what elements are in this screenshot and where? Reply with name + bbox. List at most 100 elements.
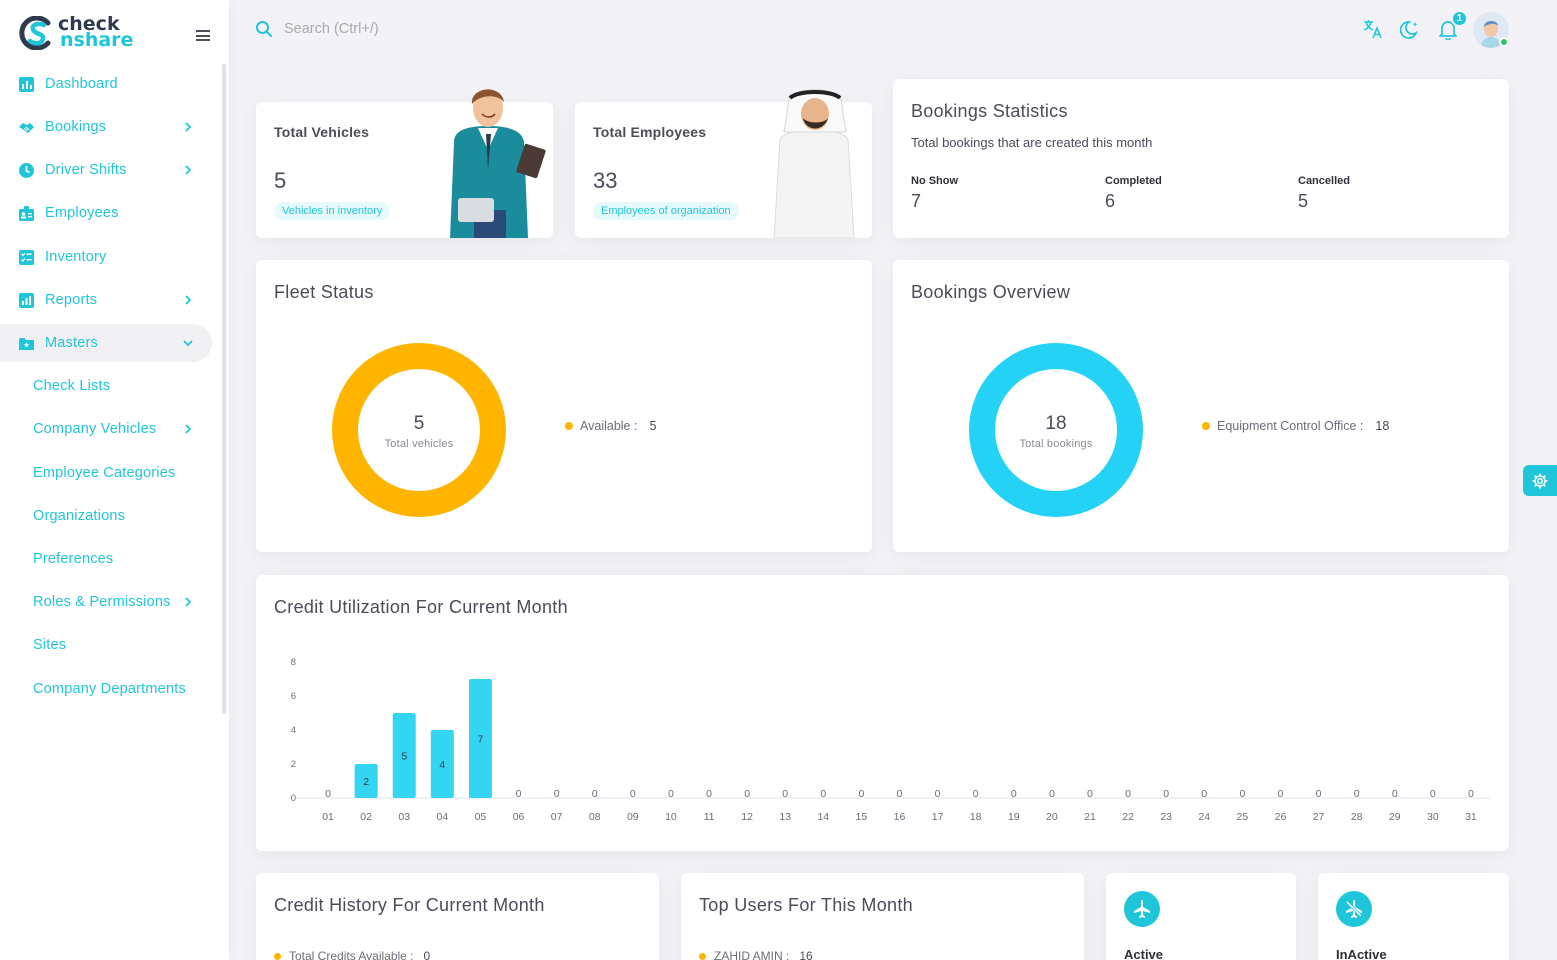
x-tick-label: 11 <box>704 811 715 823</box>
bar-data-label: 0 <box>592 788 598 800</box>
sidebar-subitem-company-vehicles[interactable]: Company Vehicles <box>33 414 213 444</box>
sidebar-scrollbar[interactable] <box>222 64 226 714</box>
donut-total-label: Total bookings <box>1019 438 1093 450</box>
bar-data-label: 0 <box>1430 788 1436 800</box>
y-tick-label: 6 <box>291 691 296 702</box>
search-input[interactable] <box>284 17 584 41</box>
x-tick-label: 28 <box>1351 811 1363 823</box>
donut-total-label: Total vehicles <box>384 438 454 450</box>
bar-data-label: 0 <box>325 788 331 800</box>
donut-slice-available[interactable] <box>332 343 506 517</box>
legend-item-available[interactable]: Available : 5 <box>565 419 656 433</box>
sidebar-subitem-label: Company Departments <box>33 681 186 697</box>
moon-stars-icon[interactable] <box>1400 18 1422 40</box>
folder-star-icon <box>19 337 34 350</box>
status-label: InActive <box>1336 947 1387 960</box>
search-icon[interactable] <box>255 20 273 38</box>
checklist-icon <box>19 249 34 265</box>
sidebar: check nshare Dashboard Bookings Driver S… <box>0 0 229 960</box>
sidebar-item-label: Reports <box>45 292 98 308</box>
online-status-dot <box>1499 37 1509 47</box>
chevron-right-icon <box>185 424 192 434</box>
active-status-card: Active <box>1106 873 1296 960</box>
card-title: Bookings Statistics <box>911 101 1068 121</box>
sidebar-item-driver-shifts[interactable]: Driver Shifts <box>0 151 212 189</box>
legend-item-total-credits[interactable]: Total Credits Available : 0 <box>274 949 430 960</box>
x-tick-label: 16 <box>894 811 906 823</box>
brand-name: check nshare <box>58 13 133 50</box>
stat-completed: Completed 6 <box>1105 175 1162 212</box>
sidebar-item-masters[interactable]: Masters <box>0 324 212 362</box>
sidebar-item-label: Bookings <box>45 119 107 135</box>
translate-icon[interactable] <box>1362 18 1384 40</box>
sidebar-item-employees[interactable]: Employees <box>0 194 212 232</box>
sidebar-subitem-roles-permissions[interactable]: Roles & Permissions <box>33 587 213 617</box>
bar-data-label: 0 <box>1239 788 1245 800</box>
credit-utilization-bar-chart: 0246801002203504405706007008009010011012… <box>291 657 1490 823</box>
x-tick-label: 10 <box>665 811 677 823</box>
brand-line1: check <box>58 13 120 35</box>
sidebar-subitem-employee-categories[interactable]: Employee Categories <box>33 458 213 488</box>
legend-label: Available : <box>580 419 638 433</box>
x-tick-label: 24 <box>1198 811 1210 823</box>
bar-data-label: 4 <box>439 759 445 771</box>
donut-total-value: 18 <box>1045 413 1067 434</box>
stat-no-show: No Show 7 <box>911 175 958 212</box>
bar-data-label: 0 <box>1468 788 1474 800</box>
fleet-status-card: Fleet Status 5 Total vehicles Available … <box>256 260 872 552</box>
businessman-illustration-icon <box>450 89 546 238</box>
sidebar-item-dashboard[interactable]: Dashboard <box>0 65 212 103</box>
x-tick-label: 14 <box>817 811 829 823</box>
sidebar-subitem-company-departments[interactable]: Company Departments <box>33 674 213 704</box>
sidebar-subitem-label: Company Vehicles <box>33 421 157 437</box>
bookings-overview-card: Bookings Overview 18 Total bookings Equi… <box>893 260 1509 552</box>
x-tick-label: 13 <box>779 811 791 823</box>
sidebar-item-bookings[interactable]: Bookings <box>0 108 212 146</box>
bar-data-label: 0 <box>820 788 826 800</box>
x-tick-label: 12 <box>741 811 753 823</box>
customizer-settings-button[interactable] <box>1523 465 1557 496</box>
legend-item-top-user[interactable]: ZAHID AMIN : 16 <box>699 949 813 960</box>
stat-label: Completed <box>1105 175 1162 187</box>
donut-slice-equipment-control-office[interactable] <box>969 343 1143 517</box>
sidebar-subitem-sites[interactable]: Sites <box>33 630 213 660</box>
bar-04 <box>430 730 454 798</box>
stat-value: 5 <box>274 168 287 193</box>
sidebar-subitem-preferences[interactable]: Preferences <box>33 544 213 574</box>
notification-badge: 1 <box>1451 10 1468 27</box>
x-tick-label: 04 <box>436 811 448 823</box>
bar-data-label: 0 <box>516 788 522 800</box>
bar-data-label: 0 <box>1049 788 1055 800</box>
sidebar-subitem-check-lists[interactable]: Check Lists <box>33 371 213 401</box>
sidebar-subitem-organizations[interactable]: Organizations <box>33 501 213 531</box>
sidebar-item-inventory[interactable]: Inventory <box>0 238 212 276</box>
sidebar-item-reports[interactable]: Reports <box>0 281 212 319</box>
inactive-status-card: InActive <box>1318 873 1509 960</box>
chevron-down-icon <box>183 340 193 347</box>
brand-logo[interactable]: check nshare <box>18 13 133 54</box>
bar-data-label: 0 <box>1201 788 1207 800</box>
bar-data-label: 0 <box>1278 788 1284 800</box>
legend-value: 18 <box>1375 419 1390 433</box>
x-tick-label: 21 <box>1084 811 1096 823</box>
bar-data-label: 0 <box>858 788 864 800</box>
sidebar-subitem-label: Roles & Permissions <box>33 594 171 610</box>
chevron-right-icon <box>185 295 192 305</box>
donut-total-value: 5 <box>413 413 425 434</box>
bell-icon[interactable] <box>1437 18 1459 40</box>
card-subtitle: Total bookings that are created this mon… <box>911 135 1153 150</box>
legend-label: Total Credits Available : <box>289 949 414 960</box>
menu-toggle-icon[interactable] <box>196 30 210 41</box>
legend-item-equipment-control-office[interactable]: Equipment Control Office : 18 <box>1202 419 1389 433</box>
credit-history-card: Credit History For Current Month Total C… <box>256 873 659 960</box>
bar-data-label: 0 <box>973 788 979 800</box>
bookings-statistics-card: Bookings Statistics Total bookings that … <box>893 79 1509 238</box>
fleet-donut-chart <box>332 343 506 517</box>
x-tick-label: 20 <box>1046 811 1058 823</box>
y-tick-label: 4 <box>291 725 296 736</box>
x-tick-label: 06 <box>513 811 525 823</box>
status-label: Active <box>1124 947 1164 960</box>
bar-data-label: 7 <box>478 734 484 746</box>
card-title: Credit Utilization For Current Month <box>274 597 568 617</box>
x-tick-label: 09 <box>627 811 639 823</box>
